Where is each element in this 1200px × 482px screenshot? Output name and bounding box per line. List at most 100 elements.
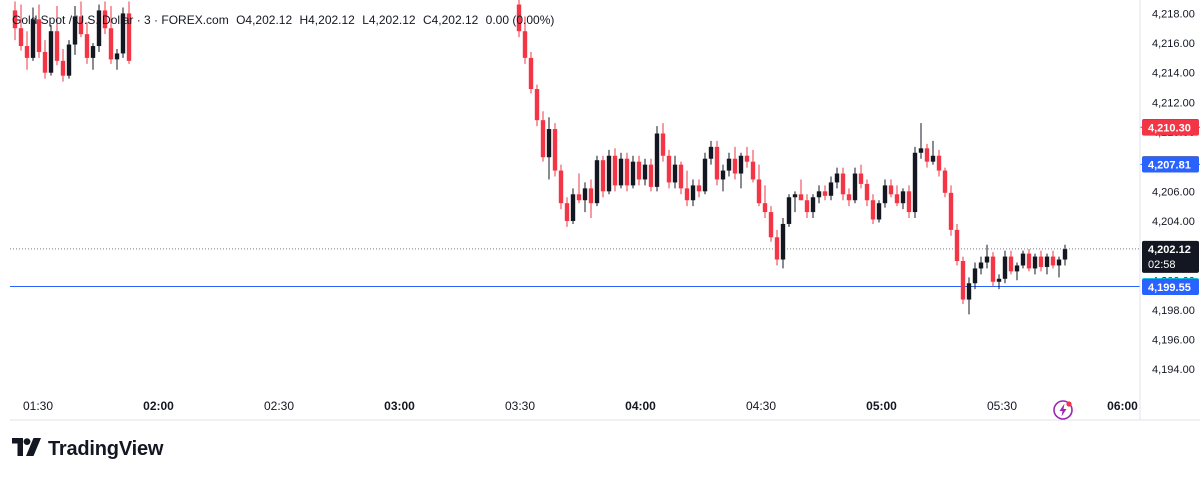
price-label-box	[1142, 278, 1199, 295]
bearish-candle	[990, 252, 996, 287]
candle-body	[726, 158, 732, 171]
candle-body	[552, 129, 558, 171]
candle-body	[642, 164, 648, 180]
candle-body	[720, 170, 726, 180]
candle-body	[732, 158, 738, 174]
candle-body	[654, 133, 660, 187]
candle-body	[888, 185, 894, 195]
bearish-candle	[798, 179, 804, 201]
bullish-candle	[792, 191, 798, 213]
price-label-current: 4,202.12 02:58	[1142, 240, 1199, 273]
x-tick-label: 05:30	[987, 399, 1017, 413]
bullish-candle	[582, 182, 588, 213]
candle-body	[924, 148, 930, 162]
bullish-candle	[720, 164, 726, 192]
bearish-candle	[102, 1, 108, 35]
bullish-candle	[546, 117, 552, 180]
candle-body	[636, 161, 642, 180]
y-tick-label: 4,212.00	[1152, 97, 1195, 109]
candle-body	[696, 185, 702, 192]
bullish-candle	[738, 152, 744, 189]
candle-body	[912, 152, 918, 213]
legend-low: L4,202.12	[362, 13, 416, 27]
legend-high: H4,202.12	[299, 13, 355, 27]
bullish-candle	[72, 6, 78, 55]
bearish-candle	[42, 40, 48, 79]
bearish-candle	[24, 31, 30, 70]
bullish-candle	[978, 256, 984, 275]
bearish-candle	[846, 188, 852, 207]
candle-body	[684, 188, 690, 201]
legend-open: O4,202.12	[236, 13, 293, 27]
bearish-candle	[18, 4, 24, 51]
candle-body	[990, 256, 996, 282]
tradingview-brand[interactable]: TradingView	[12, 436, 163, 462]
candle-body	[624, 158, 630, 186]
bullish-candle	[966, 277, 972, 315]
candle-body	[690, 185, 696, 201]
bearish-candle	[528, 51, 534, 94]
bullish-candle	[120, 7, 126, 58]
lightning-alert-icon[interactable]	[1052, 399, 1074, 421]
candle-body	[744, 155, 750, 162]
bearish-candle	[762, 185, 768, 219]
countdown-text: 02:58	[1148, 259, 1176, 271]
bullish-candle	[618, 152, 624, 189]
candle-body	[24, 46, 30, 58]
candle-body	[792, 194, 798, 198]
candle-body	[600, 160, 606, 192]
candle-body	[564, 203, 570, 221]
bearish-candle	[552, 123, 558, 177]
time-axis[interactable]: 01:30 02:00 02:30 03:00 03:30 04:00 04:30 05:00…	[23, 399, 1200, 413]
candle-body	[60, 60, 66, 76]
candle-body	[936, 155, 942, 171]
bearish-candle	[78, 1, 84, 38]
bearish-candle	[960, 256, 966, 305]
bearish-candle	[858, 164, 864, 189]
bearish-candle	[624, 152, 630, 192]
candle-body	[594, 160, 600, 204]
candle-body	[516, 4, 522, 32]
candle-body	[660, 133, 666, 156]
candle-body	[1032, 256, 1038, 269]
y-tick-label: 4,214.00	[1152, 68, 1195, 80]
bearish-candle	[648, 158, 654, 192]
candle-body	[702, 158, 708, 192]
candle-body	[930, 155, 936, 162]
bullish-candle	[90, 43, 96, 70]
bullish-candle	[786, 194, 792, 227]
price-label-box	[1142, 119, 1199, 136]
bearish-candle	[666, 149, 672, 189]
x-tick-label: 04:00	[625, 399, 656, 413]
x-tick-label: 06:00	[1107, 399, 1138, 413]
candle-body	[762, 203, 768, 213]
bearish-candle	[54, 6, 60, 66]
bullish-candle	[570, 188, 576, 224]
candle-body	[918, 148, 924, 153]
candle-body	[798, 194, 804, 201]
bearish-candle	[714, 140, 720, 186]
candle-body	[750, 161, 756, 180]
bearish-candle	[870, 194, 876, 224]
bullish-candle	[642, 158, 648, 186]
bullish-candle	[828, 176, 834, 201]
symbol-legend[interactable]: Gold Spot / U.S. Dollar · 3 · FOREX.com …	[12, 13, 558, 27]
legend-symbol[interactable]: Gold Spot / U.S. Dollar · 3 · FOREX.com	[12, 13, 229, 27]
candle-body	[708, 146, 714, 159]
bearish-candle	[534, 84, 540, 127]
bearish-candle	[636, 155, 642, 186]
candle-body	[1026, 253, 1032, 269]
candle-body	[606, 155, 612, 192]
candle-body	[540, 120, 546, 158]
candle-body	[774, 237, 780, 260]
bearish-candle	[522, 16, 528, 64]
bearish-candle	[948, 185, 954, 236]
bearish-candle	[894, 185, 900, 207]
bearish-candle	[564, 197, 570, 227]
candle-body	[546, 129, 552, 158]
bullish-candle	[66, 40, 72, 79]
price-label-text: 4,210.30	[1148, 123, 1191, 135]
price-axis[interactable]: 4,194.004,196.004,198.004,200.004,202.00…	[10, 0, 1200, 421]
